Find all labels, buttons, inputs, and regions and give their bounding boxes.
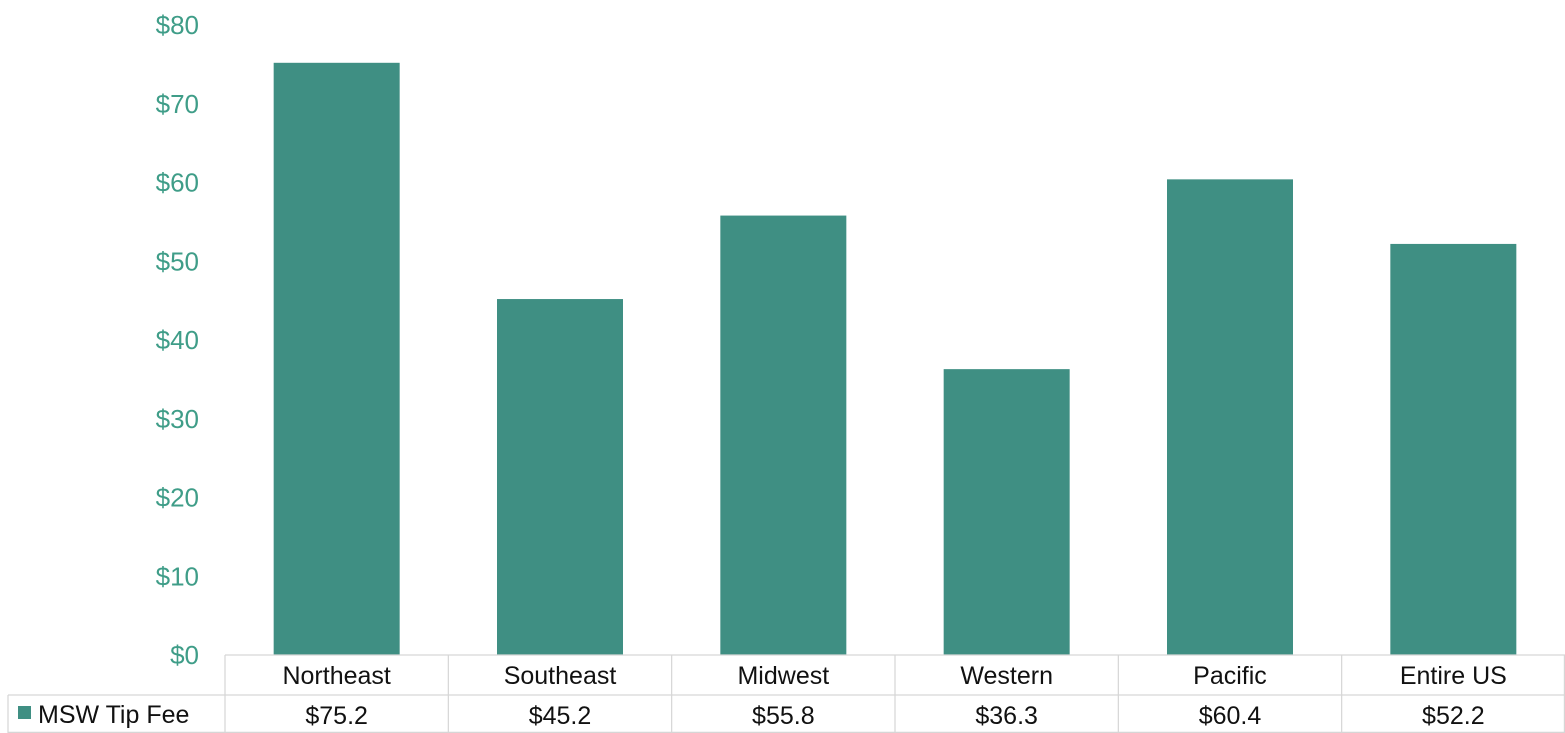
legend-swatch (18, 706, 31, 719)
y-tick-label: $10 (156, 561, 199, 591)
y-tick-label: $30 (156, 404, 199, 434)
data-value-label: $45.2 (529, 702, 592, 730)
data-value-label: $75.2 (305, 702, 368, 730)
category-label: Entire US (1400, 662, 1507, 690)
bar (1390, 243, 1517, 656)
bar (1167, 179, 1293, 655)
y-tick-label: $80 (156, 10, 199, 40)
y-tick-label: $0 (170, 640, 199, 670)
category-label: Midwest (737, 662, 829, 690)
y-tick-label: $60 (156, 168, 199, 198)
bar (497, 299, 623, 655)
legend-label: MSW Tip Fee (38, 701, 189, 729)
y-tick-label: $40 (156, 325, 199, 355)
bar (943, 369, 1070, 655)
bar (273, 62, 400, 656)
category-label: Northeast (282, 662, 390, 690)
data-value-label: $60.4 (1199, 702, 1262, 730)
category-label: Southeast (504, 662, 617, 690)
data-table: Northeast Southeast Midwest Western Pacific E… (7, 654, 1565, 733)
category-label: Western (960, 662, 1053, 690)
category-label: Pacific (1193, 662, 1267, 690)
y-tick-label: $50 (156, 246, 199, 276)
data-value-label: $52.2 (1422, 702, 1485, 730)
bars (273, 62, 1517, 656)
y-tick-label: $70 (156, 89, 199, 119)
y-axis: $0 $10 $20 $30 $40 $50 $60 $70 $80 (156, 10, 199, 670)
data-value-label: $36.3 (975, 702, 1038, 730)
bar (720, 215, 847, 655)
y-tick-label: $20 (156, 483, 199, 513)
data-value-label: $55.8 (752, 702, 815, 730)
